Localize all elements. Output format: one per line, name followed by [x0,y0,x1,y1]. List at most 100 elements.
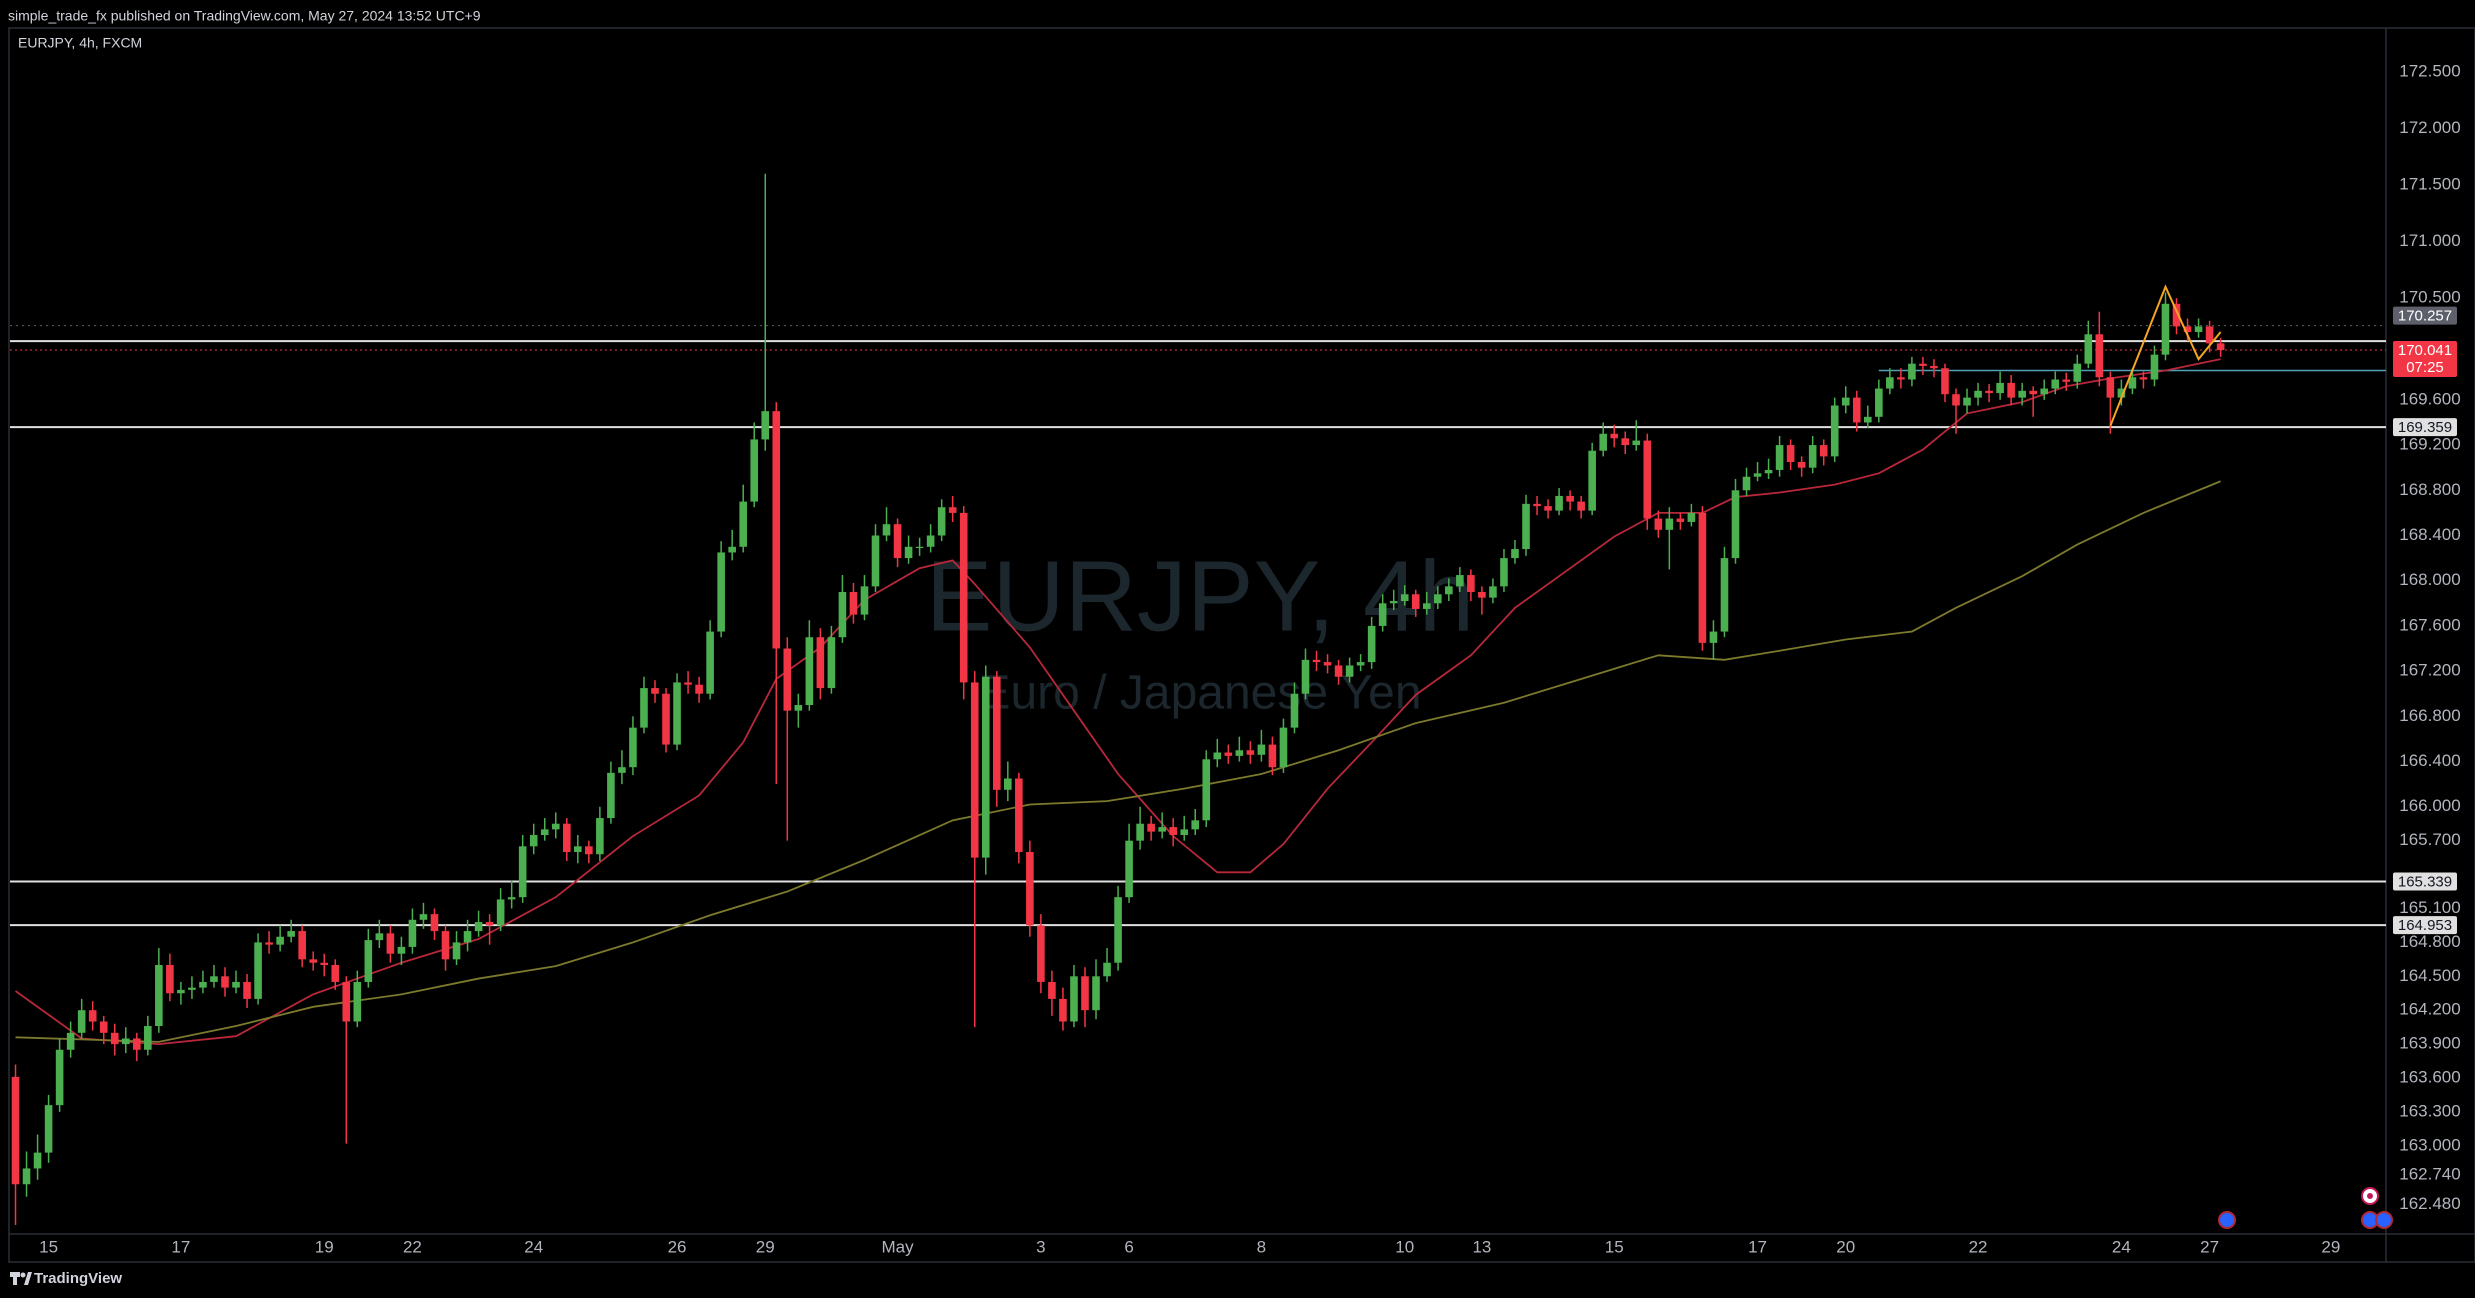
candle-body [1059,998,1067,1022]
candle-body [331,964,340,982]
candle-body [1290,693,1299,728]
candle-body [871,535,880,587]
candle-body [739,501,747,547]
candle-body [1445,586,1453,595]
candle-body [1400,594,1409,602]
candle-body [1235,750,1244,756]
candle-body [673,682,681,745]
candle-body [1786,445,1795,463]
candle-body [2216,343,2225,351]
candle-body [904,546,913,559]
x-tick-label: 3 [1036,1237,1045,1256]
candle-body [110,1032,119,1045]
level-label: 165.339 [2398,873,2452,890]
candle-body [1411,594,1420,609]
y-tick-label: 169.600 [2399,389,2460,408]
candle-body [11,1076,20,1185]
candle-body [1378,603,1387,626]
candle-body [1224,752,1233,756]
candle-body [463,931,472,943]
candle-body [33,1152,42,1169]
candle-body [2139,377,2148,380]
candle-body [970,682,979,858]
candle-body [353,981,362,1022]
candle-body [1478,592,1486,598]
candle-body [2073,363,2082,382]
x-tick-label: 15 [39,1237,58,1256]
candle-body [684,682,692,685]
event-icon[interactable] [2218,1211,2236,1229]
candle-body [1764,469,1773,474]
candle-body [1456,575,1464,587]
last-price-label: 170.041 [2398,342,2452,359]
candle-body [2205,326,2214,344]
candle-body [1544,506,1552,511]
candle-body [629,727,637,768]
candle-body [210,976,218,982]
x-tick-label: 8 [1257,1237,1266,1256]
candle-body [827,637,836,689]
candle-body [1037,925,1045,982]
candle-body [1797,462,1806,468]
candle-body [408,919,417,947]
candle-body [221,976,229,988]
candle-body [1941,368,1949,395]
candle-body [1367,625,1376,663]
candle-body [540,829,549,836]
candle-body [1202,759,1211,821]
y-tick-label: 164.200 [2399,1000,2460,1019]
x-tick-label: 6 [1124,1237,1133,1256]
candle-body [397,946,406,954]
candle-body [452,942,461,960]
candle-body [1533,503,1541,507]
candle-body [1996,382,2004,394]
publisher-line: simple_trade_fx published on TradingView… [8,8,481,24]
candle-body [1279,727,1288,768]
candle-body [55,1049,64,1106]
candle-body [485,922,494,926]
candle-body [1213,752,1222,760]
candle-body [1070,976,1078,1022]
event-icons [2218,1187,2393,1229]
candle-body [2062,379,2071,382]
candle-body [1489,586,1497,598]
x-tick-label: 15 [1605,1237,1624,1256]
x-tick-label: 10 [1395,1237,1414,1256]
candle-body [860,586,869,615]
candle-body [276,936,284,945]
event-icon-dot [2367,1193,2373,1199]
candle-body [2007,382,2015,398]
x-tick-label: 22 [403,1237,422,1256]
candle-body [474,922,483,932]
y-tick-label: 166.400 [2399,751,2460,770]
candle-body [2040,388,2049,395]
candle-body [1808,445,1817,468]
countdown-label: 07:25 [2406,359,2444,376]
event-icon[interactable] [2375,1211,2393,1229]
candle-body [607,772,615,819]
footer-brand[interactable]: TradingView [34,1270,122,1287]
candle-body [1974,390,1982,398]
x-tick-label: 19 [315,1237,334,1256]
candle-body [309,959,318,963]
candle-body [121,1038,130,1045]
candle-body [551,823,560,830]
candle-body [750,439,759,502]
candle-body [2194,326,2203,333]
y-tick-label: 163.000 [2399,1135,2460,1154]
y-tick-label: 172.500 [2399,62,2460,81]
candle-body [1323,662,1332,666]
candle-body [706,631,714,694]
candle-body [287,931,295,937]
candle-body [1632,440,1641,446]
candle-body [1522,503,1530,550]
candle-body [1389,601,1398,604]
y-tick-label: 171.000 [2399,231,2460,250]
candle-body [2128,377,2137,389]
y-tick-label: 164.500 [2399,966,2460,985]
candle-body [1742,476,1751,491]
y-tick-label: 167.600 [2399,615,2460,634]
candle-body [1643,440,1652,519]
